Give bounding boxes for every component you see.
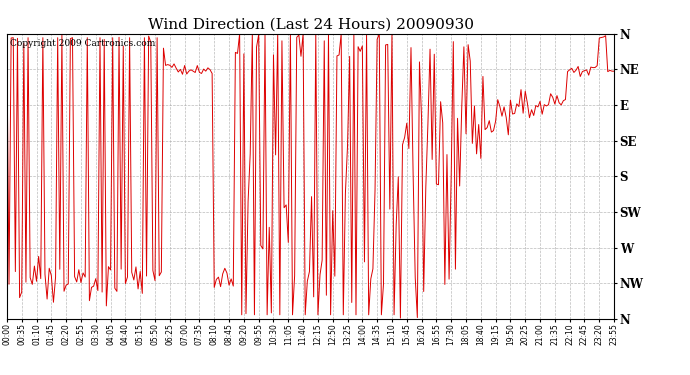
Text: Copyright 2009 Cartronics.com: Copyright 2009 Cartronics.com (10, 39, 155, 48)
Title: Wind Direction (Last 24 Hours) 20090930: Wind Direction (Last 24 Hours) 20090930 (148, 17, 473, 31)
